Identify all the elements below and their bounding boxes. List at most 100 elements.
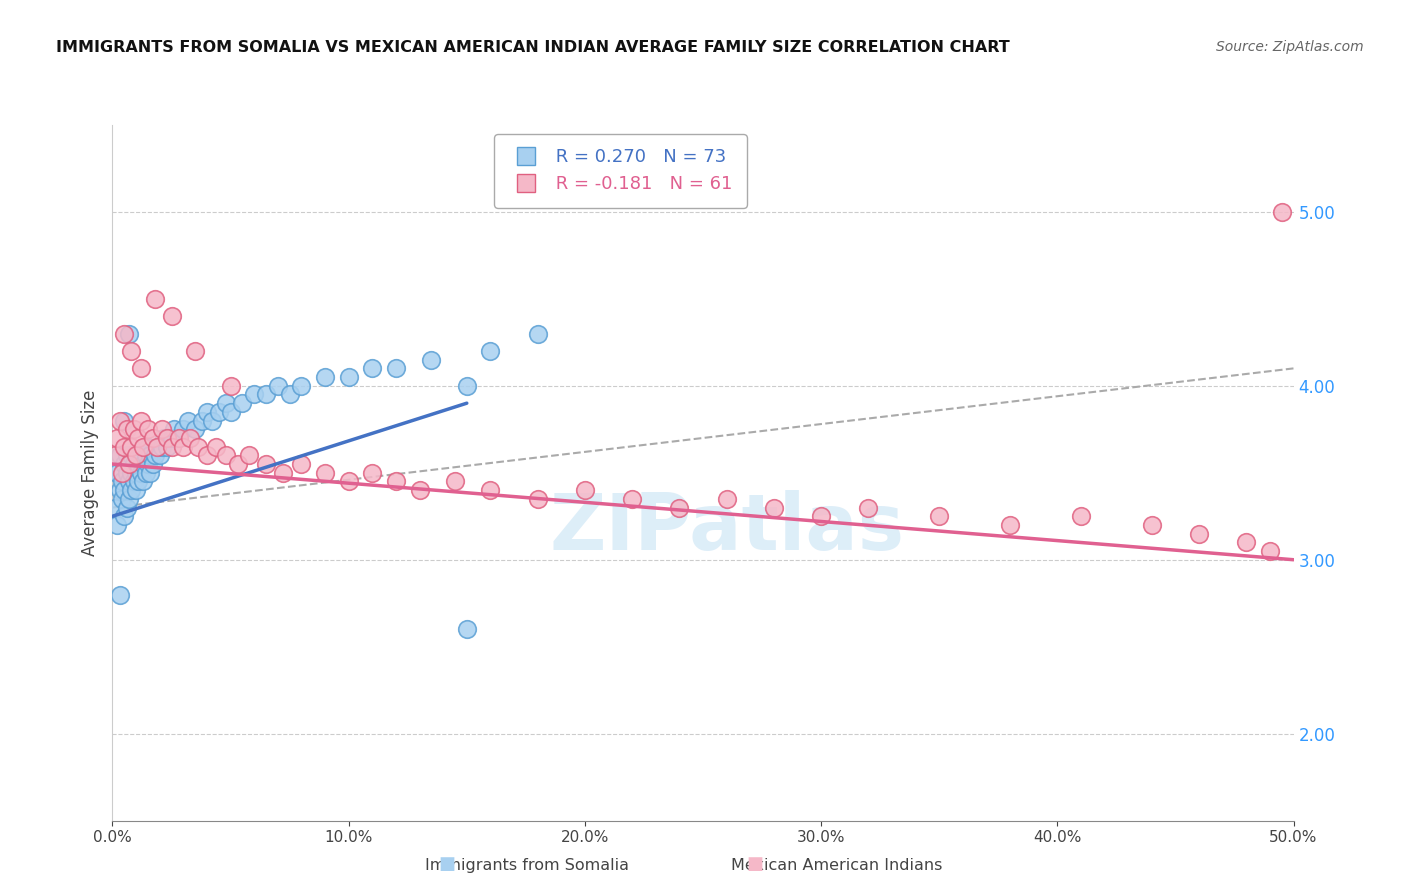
Point (290, 378, 312, 392)
Point (574, 483, 596, 498)
Y-axis label: Average Family Size: Average Family Size (80, 390, 98, 556)
Point (361, 466, 384, 480)
Point (129, 414, 152, 428)
Point (479, 343, 502, 358)
Point (1070, 509, 1092, 524)
Text: IMMIGRANTS FROM SOMALIA VS MEXICAN AMERICAN INDIAN AVERAGE FAMILY SIZE CORRELATI: IMMIGRANTS FROM SOMALIA VS MEXICAN AMERI… (56, 40, 1010, 55)
Legend:  R = 0.270   N = 73,  R = -0.181   N = 61: R = 0.270 N = 73, R = -0.181 N = 61 (494, 134, 747, 208)
Point (184, 343, 207, 358)
Point (120, 440, 142, 454)
Point (125, 483, 148, 498)
Point (118, 475, 141, 489)
Point (127, 475, 149, 489)
Point (172, 422, 194, 436)
Point (142, 457, 165, 471)
Point (112, 440, 135, 454)
Point (132, 440, 155, 454)
Point (136, 457, 159, 471)
Point (385, 361, 408, 376)
Point (153, 431, 176, 445)
Point (858, 500, 880, 515)
Point (278, 387, 301, 401)
Point (267, 378, 290, 392)
Text: Immigrants from Somalia: Immigrants from Somalia (425, 858, 630, 872)
Point (112, 483, 135, 498)
Point (125, 448, 148, 462)
Point (716, 491, 738, 506)
Point (762, 500, 785, 515)
Point (928, 509, 950, 524)
Point (115, 466, 138, 480)
Point (314, 370, 336, 384)
Point (195, 405, 218, 419)
Point (172, 440, 194, 454)
Point (156, 440, 179, 454)
Point (156, 431, 179, 445)
Point (105, 431, 128, 445)
Point (108, 483, 131, 498)
Point (135, 448, 157, 462)
Point (215, 396, 238, 410)
Point (115, 448, 138, 462)
Point (150, 422, 173, 436)
Point (668, 500, 690, 515)
Point (456, 622, 478, 636)
Point (526, 326, 548, 341)
Point (120, 448, 142, 462)
Point (160, 309, 183, 323)
Point (122, 422, 145, 436)
Point (160, 440, 183, 454)
Point (142, 431, 165, 445)
Point (143, 292, 166, 306)
Point (125, 448, 148, 462)
Point (444, 475, 467, 489)
Point (385, 475, 408, 489)
Point (118, 326, 141, 341)
Point (219, 405, 242, 419)
Point (149, 448, 172, 462)
Point (136, 440, 159, 454)
Point (115, 422, 138, 436)
Point (179, 431, 201, 445)
Point (361, 361, 384, 376)
Point (420, 352, 443, 367)
Point (219, 378, 242, 392)
Point (112, 326, 135, 341)
Point (127, 431, 149, 445)
Point (132, 475, 155, 489)
Point (254, 387, 277, 401)
Point (1258, 544, 1281, 558)
Point (139, 466, 162, 480)
Point (290, 457, 312, 471)
Point (125, 466, 148, 480)
Point (105, 466, 128, 480)
Point (111, 491, 134, 506)
Point (238, 448, 260, 462)
Point (118, 457, 141, 471)
Point (118, 457, 141, 471)
Point (129, 466, 152, 480)
Point (122, 475, 145, 489)
Point (1234, 535, 1257, 549)
Point (160, 431, 183, 445)
Point (136, 422, 159, 436)
Point (129, 361, 152, 376)
Point (479, 483, 502, 498)
Point (127, 457, 149, 471)
Point (810, 509, 832, 524)
Point (177, 414, 200, 428)
Point (105, 517, 128, 532)
Point (456, 378, 478, 392)
Point (112, 509, 135, 524)
Point (108, 587, 131, 601)
Point (271, 466, 294, 480)
Point (243, 387, 266, 401)
Point (1271, 204, 1294, 219)
Point (146, 440, 169, 454)
Point (112, 457, 135, 471)
Point (231, 396, 253, 410)
Point (201, 414, 224, 428)
Text: Mexican American Indians: Mexican American Indians (731, 858, 942, 872)
Point (104, 448, 127, 462)
Point (314, 466, 336, 480)
